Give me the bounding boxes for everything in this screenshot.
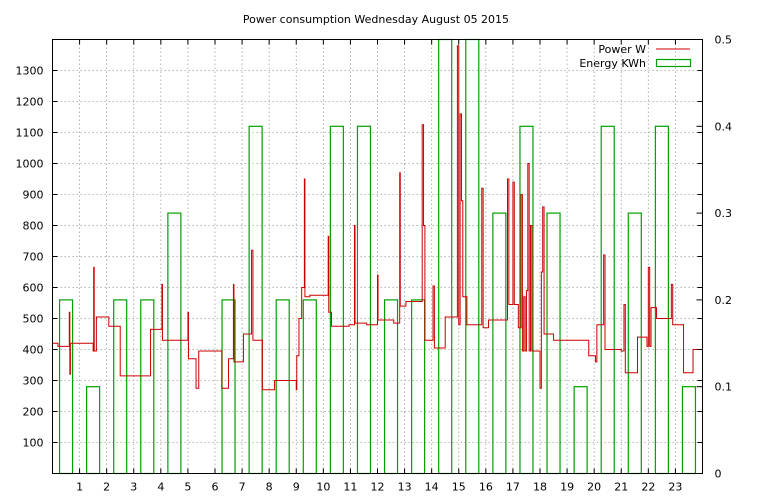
x-tick-label: 16 — [479, 481, 493, 494]
legend: Power W Energy KWh — [579, 43, 692, 70]
energy-bar — [411, 299, 426, 475]
y2-tick-label: 0 — [715, 468, 722, 481]
x-tick-label: 4 — [157, 481, 164, 494]
grid-layer — [52, 39, 703, 474]
energy-bar — [356, 125, 372, 475]
x-tick-label: 5 — [184, 481, 191, 494]
legend-label-energy: Energy KWh — [579, 57, 646, 70]
energy-bar — [275, 299, 290, 475]
energy-bar — [58, 299, 74, 475]
energy-bar — [627, 212, 642, 475]
y-tick-label: 400 — [23, 344, 44, 357]
x-tick-label: 21 — [614, 481, 628, 494]
y2-tick-label: 0.4 — [715, 120, 733, 133]
energy-bar — [492, 212, 507, 475]
energy-bar — [329, 125, 344, 475]
energy-bar — [167, 212, 182, 475]
axis-ticks: 1002003004005006007008009001000110012001… — [16, 34, 733, 494]
y-tick-label: 1100 — [16, 127, 44, 140]
x-tick-label: 20 — [587, 481, 601, 494]
x-tick-label: 3 — [130, 481, 137, 494]
y2-tick-label: 0.3 — [715, 207, 733, 220]
y2-tick-label: 0.1 — [715, 381, 733, 394]
x-tick-label: 2 — [103, 481, 110, 494]
y-tick-label: 500 — [23, 313, 44, 326]
y-tick-label: 700 — [23, 251, 44, 264]
y-tick-label: 1300 — [16, 65, 44, 78]
x-tick-label: 9 — [293, 481, 300, 494]
x-tick-label: 17 — [506, 481, 520, 494]
x-tick-label: 7 — [239, 481, 246, 494]
power-line-layer — [52, 45, 703, 391]
x-tick-label: 19 — [560, 481, 574, 494]
energy-bar — [681, 386, 697, 475]
x-tick-label: 6 — [212, 481, 219, 494]
x-tick-label: 14 — [425, 481, 439, 494]
y-tick-label: 800 — [23, 220, 44, 233]
x-tick-label: 8 — [266, 481, 273, 494]
y2-tick-label: 0.5 — [715, 34, 733, 47]
x-tick-label: 1 — [76, 481, 83, 494]
energy-bar — [383, 299, 399, 475]
energy-bar — [302, 299, 317, 475]
y-tick-label: 100 — [23, 437, 44, 450]
y2-tick-label: 0.2 — [715, 294, 733, 307]
x-tick-label: 22 — [641, 481, 655, 494]
x-tick-label: 13 — [398, 481, 412, 494]
y-tick-label: 200 — [23, 406, 44, 419]
x-tick-label: 23 — [668, 481, 682, 494]
y-tick-label: 1200 — [16, 96, 44, 109]
legend-swatch-energy — [655, 58, 692, 68]
power-series-line — [52, 45, 703, 391]
y-tick-label: 1000 — [16, 158, 44, 171]
x-tick-label: 18 — [533, 481, 547, 494]
y-tick-label: 900 — [23, 189, 44, 202]
x-tick-label: 10 — [316, 481, 330, 494]
energy-bar — [546, 212, 561, 475]
y-tick-label: 600 — [23, 282, 44, 295]
legend-label-power: Power W — [598, 43, 646, 56]
energy-bar — [654, 125, 669, 475]
energy-bar — [86, 386, 101, 475]
x-tick-label: 12 — [371, 481, 385, 494]
x-tick-label: 11 — [343, 481, 357, 494]
x-tick-label: 15 — [452, 481, 466, 494]
y-tick-label: 300 — [23, 375, 44, 388]
energy-bar — [573, 386, 588, 475]
energy-bar — [140, 299, 155, 475]
chart-title: Power consumption Wednesday August 05 20… — [243, 13, 509, 26]
